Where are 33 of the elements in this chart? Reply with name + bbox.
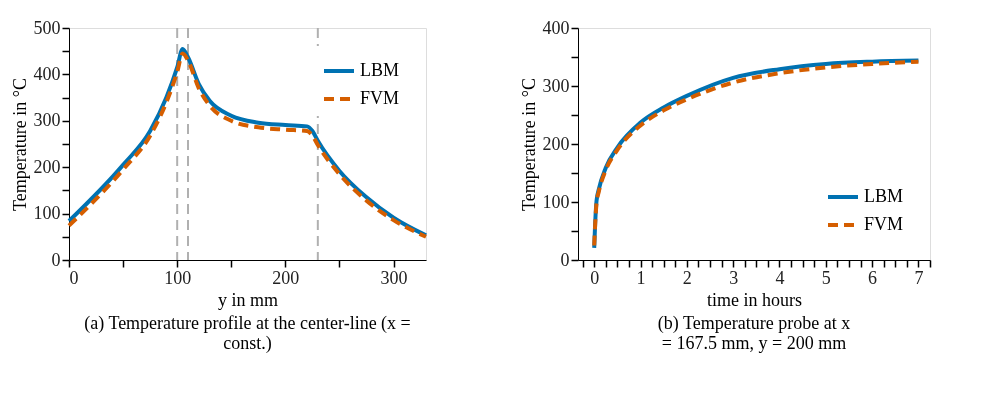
y-tick-label: 0 [51, 249, 61, 270]
y-axis-title: Temperature in °C [9, 78, 30, 211]
x-tick-label: 1 [636, 267, 646, 288]
x-tick-label: 5 [821, 267, 831, 288]
x-axis-title: time in hours [707, 289, 802, 310]
y-tick-label: 100 [33, 203, 61, 224]
x-tick-label: 0 [590, 267, 600, 288]
y-tick-label: 200 [33, 156, 61, 177]
x-tick-label: 200 [272, 267, 300, 288]
y-tick-label: 400 [33, 63, 61, 84]
x-tick-label: 300 [380, 267, 408, 288]
x-tick-label: 2 [682, 267, 692, 288]
x-tick-label: 0 [69, 267, 79, 288]
y-tick-label: 500 [33, 17, 61, 38]
legend-label: LBM [864, 186, 904, 206]
y-tick-label: 400 [542, 17, 570, 38]
x-tick-label: 100 [164, 267, 192, 288]
x-tick-label: 4 [775, 267, 785, 288]
y-tick-label: 300 [33, 110, 61, 131]
text: (a) Temperature profile at the center-line (x = const.) [84, 313, 411, 354]
y-tick-label: 100 [542, 191, 570, 212]
x-tick-label: 6 [868, 267, 878, 288]
text: (b) Temperature probe at x = 167.5 mm, y = 200 mm [657, 313, 851, 353]
x-tick-label: 7 [914, 267, 924, 288]
y-axis-title: Temperature in °C [518, 78, 539, 211]
x-tick-label: 3 [729, 267, 739, 288]
legend-label: FVM [864, 214, 904, 234]
y-tick-label: 0 [560, 249, 570, 270]
legend-label: LBM [360, 60, 400, 80]
y-tick-label: 200 [542, 133, 570, 154]
x-axis-title: y in mm [217, 289, 279, 310]
y-tick-label: 300 [542, 75, 570, 96]
legend-label: FVM [360, 88, 400, 108]
